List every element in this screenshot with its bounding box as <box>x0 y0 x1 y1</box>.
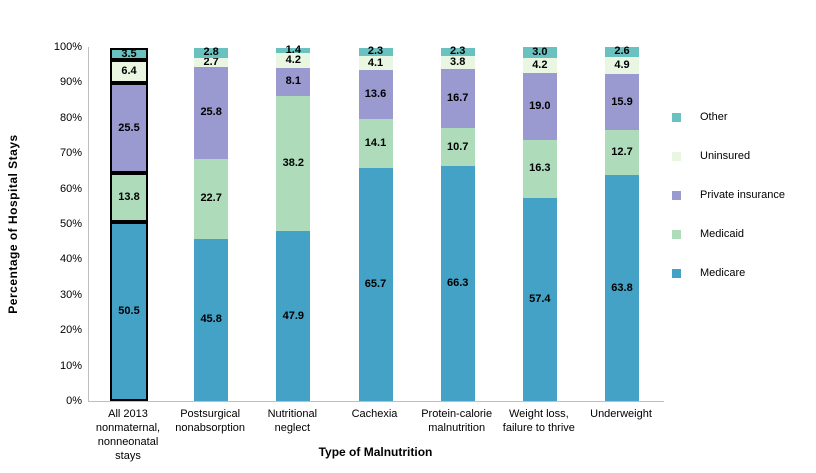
y-tick-label: 60% <box>59 182 82 195</box>
bar-segment <box>110 60 148 84</box>
bar-segment <box>522 140 557 198</box>
bar-segment <box>605 56 640 74</box>
bar: 50.5 13.8 25.5 6.4 3.5 <box>110 47 148 401</box>
y-tick-label: 70% <box>59 147 82 160</box>
bar-segment <box>276 47 311 53</box>
bar: 47.9 38.2 8.1 4.2 1.4 <box>276 44 311 401</box>
bar-segment <box>358 55 393 71</box>
bar-segment <box>605 73 640 131</box>
y-tick-label: 20% <box>59 324 82 337</box>
y-tick-label: 100% <box>53 41 82 53</box>
legend-label: Medicaid <box>700 228 745 240</box>
bar-segment <box>440 55 475 70</box>
y-tick-label: 90% <box>59 76 82 89</box>
bar-segment <box>276 67 311 97</box>
bar-segment <box>110 48 148 61</box>
bar-segment <box>440 47 475 56</box>
legend-item: Other <box>672 110 728 124</box>
bar-segment <box>194 238 229 401</box>
legend-swatch <box>672 151 681 161</box>
bar-segment <box>358 70 393 119</box>
legend-item: Medicaid <box>672 227 744 241</box>
legend-swatch <box>672 112 681 122</box>
bar: 57.4 16.3 19.0 4.2 3.0 <box>522 46 557 401</box>
y-tick-label: 0% <box>66 395 82 407</box>
legend-item: Private insurance <box>672 188 785 202</box>
legend-swatch <box>672 229 681 239</box>
bar-segment <box>110 222 148 401</box>
legend-label: Other <box>700 111 728 123</box>
bar-segment <box>276 231 311 401</box>
bar-segment <box>110 173 148 223</box>
legend-swatch <box>672 268 681 278</box>
y-tick-label: 50% <box>59 218 82 230</box>
bar-segment <box>440 128 475 167</box>
bar-segment <box>440 166 475 401</box>
y-tick-label: 30% <box>59 288 82 301</box>
plot-area: 50.5 13.8 25.5 6.4 3.5 45.8 22.7 25.8 2.7 2.8 47.9… <box>88 44 664 402</box>
bar-segment <box>605 47 640 57</box>
bar-segment <box>522 197 557 401</box>
bar: 63.8 12.7 15.9 4.9 2.6 <box>605 45 640 401</box>
bar-segment <box>358 47 393 56</box>
bar-segment <box>194 158 229 239</box>
bar-segment <box>522 47 557 58</box>
category-label: Nutritional neglect <box>267 408 318 434</box>
bar: 66.3 10.7 16.7 3.8 2.3 <box>440 45 475 401</box>
y-tick-label: 10% <box>59 359 82 372</box>
bar: 65.7 14.1 13.6 4.1 2.3 <box>358 45 393 401</box>
bar-segment <box>194 57 229 68</box>
y-tick-label: 40% <box>59 253 82 266</box>
category-label: Protein-calorie malnutrition <box>421 408 493 434</box>
category-label: All 2013 nonmaternal, nonneonatal stays <box>95 408 161 462</box>
bar-segment <box>194 67 229 159</box>
legend-label: Uninsured <box>700 150 751 162</box>
category-label: Underweight <box>590 408 652 420</box>
bar-segment <box>358 118 393 169</box>
legend-label: Medicare <box>700 267 746 279</box>
bar-segment <box>276 96 311 232</box>
category-label: Weight loss, failure to thrive <box>502 408 575 434</box>
legend-item: Uninsured <box>672 149 750 163</box>
legend-label: Private insurance <box>700 189 785 201</box>
bar-segment <box>522 57 557 73</box>
bar: 45.8 22.7 25.8 2.7 2.8 <box>194 46 229 401</box>
category-label: Cachexia <box>351 408 398 420</box>
legend-item: Medicare <box>672 266 745 280</box>
bar-segment <box>440 69 475 129</box>
bar-segment <box>605 130 640 176</box>
y-tick-label: 80% <box>59 111 82 124</box>
category-label: Postsurgical nonabsorption <box>175 408 246 434</box>
bar-segment <box>522 72 557 141</box>
x-axis-title: Type of Malnutrition <box>318 445 433 459</box>
bar-segment <box>194 47 229 58</box>
bar-segment <box>358 168 393 401</box>
y-axis-title: Percentage of Hospital Stays <box>6 134 20 314</box>
legend-swatch <box>672 190 681 200</box>
bar-segment <box>605 175 640 401</box>
bar-segment <box>276 52 311 68</box>
bar-segment <box>110 83 148 174</box>
